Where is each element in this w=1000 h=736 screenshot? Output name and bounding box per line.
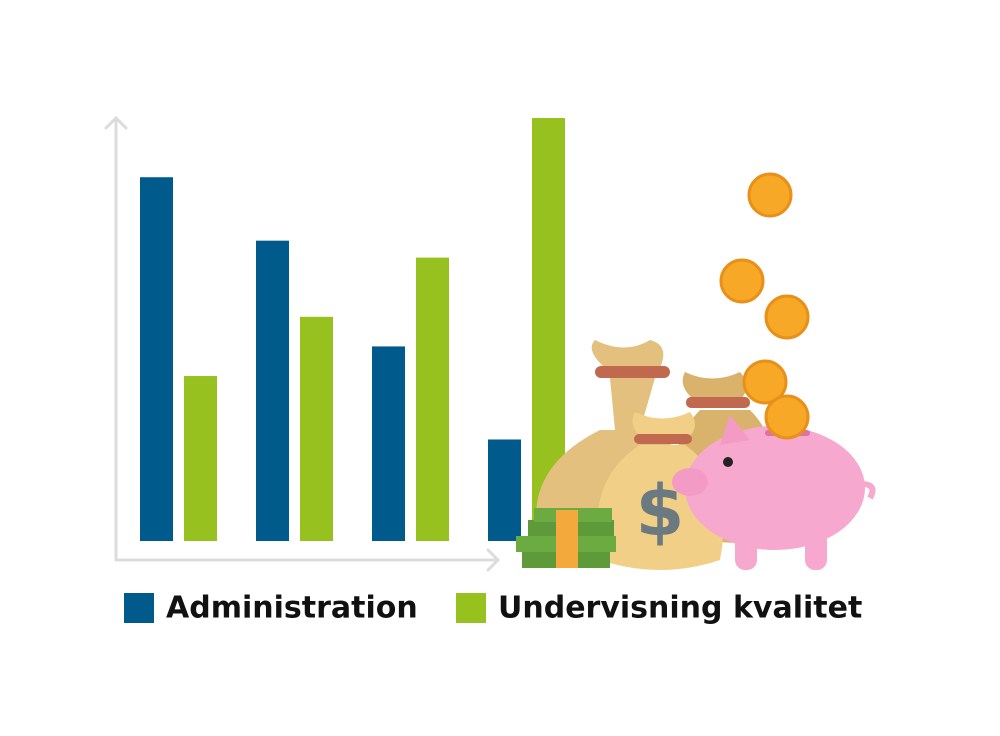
money-bag-top bbox=[682, 372, 747, 398]
bar bbox=[256, 240, 289, 542]
y-axis-arrow bbox=[104, 115, 128, 130]
bar bbox=[300, 316, 333, 541]
legend-swatch bbox=[456, 593, 486, 623]
bar bbox=[184, 376, 217, 541]
bars bbox=[140, 118, 565, 542]
money-bag-tie bbox=[686, 397, 750, 408]
money-bag-top bbox=[632, 412, 695, 436]
legend-swatch bbox=[124, 593, 154, 623]
money-bag-top bbox=[591, 340, 664, 368]
x-axis-arrow bbox=[486, 548, 501, 572]
money-bag-tie bbox=[595, 366, 670, 378]
axes bbox=[104, 115, 501, 572]
illustration: $ bbox=[516, 172, 876, 570]
bar bbox=[488, 439, 521, 541]
coins bbox=[719, 172, 810, 440]
legend: Administration Undervisning kvalitet bbox=[124, 591, 862, 626]
bar bbox=[416, 257, 449, 541]
bar bbox=[372, 346, 405, 541]
bar bbox=[140, 177, 173, 541]
legend-label: Administration bbox=[166, 591, 418, 626]
cash-stack bbox=[516, 508, 616, 568]
legend-label: Undervisning kvalitet bbox=[498, 591, 862, 626]
piggy-bank bbox=[672, 415, 876, 570]
money-bag-tie bbox=[634, 434, 692, 444]
